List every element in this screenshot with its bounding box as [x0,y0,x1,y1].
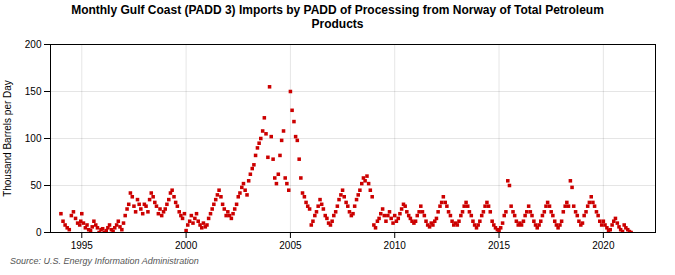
svg-text:100: 100 [25,132,42,143]
svg-text:Thousand Barrels per Day: Thousand Barrels per Day [2,80,13,197]
svg-text:0: 0 [36,226,42,237]
svg-text:2010: 2010 [384,239,407,250]
svg-text:150: 150 [25,85,42,96]
svg-text:2020: 2020 [592,239,615,250]
html-text:Source: U.S. Energy Informatio: Source: U.S. Energy Information Administ… [10,255,199,266]
svg-text:2000: 2000 [175,239,198,250]
svg-text:200: 200 [25,38,42,49]
svg-text:2005: 2005 [279,239,302,250]
svg-text:2015: 2015 [488,239,511,250]
svg-text:1995: 1995 [71,239,94,250]
svg-text:50: 50 [30,179,42,190]
html-text:Monthly Gulf Coast (PADD 3) Im: Monthly Gulf Coast (PADD 3) Imports by P… [71,3,604,32]
